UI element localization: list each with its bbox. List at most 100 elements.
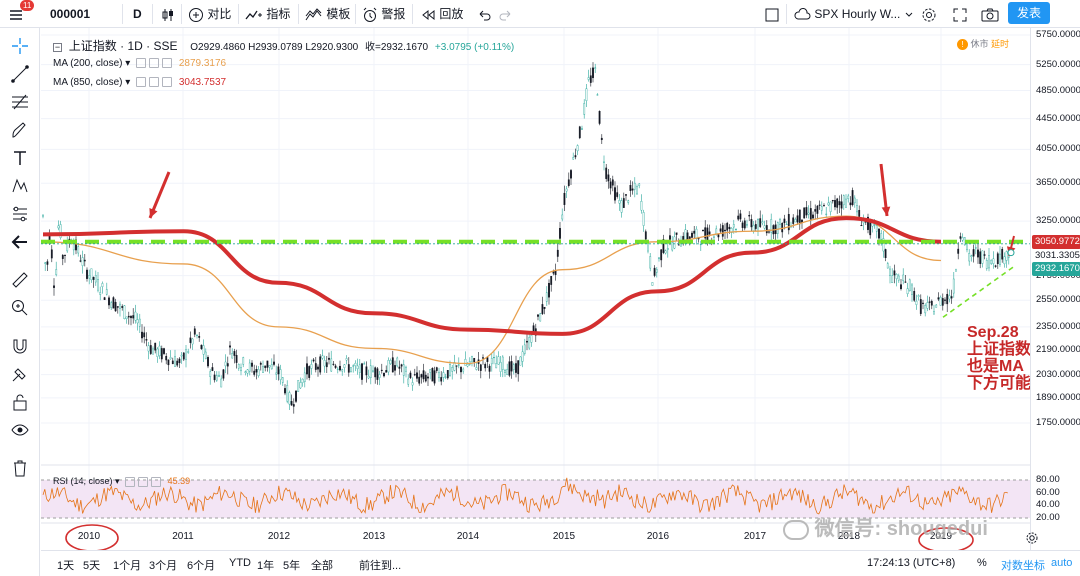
candle-body [776, 222, 779, 234]
candle-body [875, 225, 878, 232]
fib-tool-icon[interactable] [10, 92, 30, 112]
menu-icon[interactable] [8, 4, 24, 24]
symbol-title: 上证指数 · 1D · SSE [68, 39, 178, 53]
candle-body [383, 372, 385, 377]
candle-body [517, 360, 520, 375]
market-status-label: 休市 [970, 39, 989, 49]
zoom-in-icon[interactable] [10, 298, 30, 318]
rsi-legend[interactable]: RSI (14, close) ▾ 45.39 [53, 476, 191, 487]
indicators-button[interactable]: 指标 [245, 4, 290, 24]
candle-body [919, 299, 922, 314]
candle-body [279, 369, 282, 380]
settings-icon[interactable] [149, 77, 160, 88]
candle-body [994, 265, 997, 267]
candle-body [182, 352, 185, 360]
candle-body [77, 246, 80, 254]
candle-body [490, 358, 493, 365]
text-tool-icon[interactable] [10, 148, 30, 168]
arrow-left-icon[interactable] [10, 232, 30, 252]
candle-body [721, 225, 724, 237]
candle-body [834, 200, 836, 208]
range-button[interactable]: YTD [229, 557, 251, 569]
eye-toggle-icon[interactable] [125, 476, 136, 487]
candle-body [853, 197, 856, 204]
settings-icon[interactable] [149, 58, 160, 69]
compare-button[interactable]: 对比 [188, 4, 231, 24]
remove-icon[interactable] [162, 77, 173, 88]
candle-body [1003, 256, 1006, 265]
range-button[interactable]: 1年 [257, 560, 275, 572]
candle-body [675, 232, 678, 235]
highlight-circle [918, 527, 974, 550]
templates-button[interactable]: 模板 [305, 4, 350, 24]
range-button[interactable]: 6个月 [187, 560, 216, 572]
eye-icon[interactable] [10, 420, 30, 440]
candle-body [754, 224, 757, 229]
candle-body [380, 369, 383, 371]
remove-icon[interactable] [162, 58, 173, 69]
interval-selector[interactable]: D [133, 7, 142, 21]
pattern-tool-icon[interactable] [10, 176, 30, 196]
candle-body [519, 356, 522, 366]
symbol-search[interactable]: 000001 [50, 7, 91, 21]
range-button[interactable]: 5年 [283, 560, 301, 572]
chart-settings-gear-icon[interactable] [1025, 531, 1039, 548]
camera-icon[interactable] [981, 4, 999, 24]
range-button[interactable]: 全部 [311, 560, 333, 572]
clock-time[interactable]: 17:24:13 (UTC+8) [867, 557, 956, 569]
publish-button[interactable]: 发表 [1008, 2, 1050, 24]
trash-icon[interactable] [10, 458, 30, 478]
ma850-legend[interactable]: MA (850, close) ▾ 3043.7537 [53, 77, 227, 88]
ruler-icon[interactable] [10, 270, 30, 290]
candle-body [869, 220, 872, 236]
candle-body [242, 357, 245, 365]
candle-body [849, 202, 852, 206]
fullscreen-icon[interactable] [952, 4, 968, 24]
candle-body [277, 366, 280, 375]
remove-icon[interactable] [151, 476, 162, 487]
candle-body [299, 382, 302, 389]
brush-icon[interactable] [10, 120, 30, 140]
candle-body [794, 219, 797, 223]
eye-toggle-icon[interactable] [136, 58, 147, 69]
candle-body [495, 363, 498, 369]
chart-area[interactable]: 2010 2011 2012 2013 2014 2015 2016 2017 2018 2019… [41, 28, 1032, 550]
candle-body [526, 340, 528, 343]
magnet-icon[interactable] [10, 336, 30, 356]
candle-body [805, 207, 808, 216]
range-button[interactable]: 5天 [83, 560, 101, 572]
price-label: 2190.0000 [1036, 343, 1080, 355]
alert-button[interactable]: 警报 [362, 4, 405, 24]
annotation-line: 上证指数 [967, 341, 1032, 358]
goto-date-button[interactable]: 前往到... [359, 560, 402, 572]
collapse-icon[interactable]: − [53, 42, 62, 52]
replay-button[interactable]: 回放 [420, 4, 463, 24]
candle-body [292, 404, 295, 407]
redo-icon[interactable] [498, 4, 514, 24]
lock-drawing-icon[interactable] [10, 364, 30, 384]
candle-body [959, 236, 962, 239]
price-scale[interactable]: 5750.0000 5250.0000 4850.0000 4450.0000 4050… [1030, 28, 1080, 550]
trend-line-icon[interactable] [10, 64, 30, 84]
rsi-scale-label: 20.00 [1036, 512, 1060, 523]
crosshair-icon[interactable] [10, 36, 30, 56]
layout-checkbox-icon[interactable] [764, 4, 780, 24]
eye-toggle-icon[interactable] [136, 77, 147, 88]
unlock-icon[interactable] [10, 392, 30, 412]
prediction-tool-icon[interactable] [10, 204, 30, 224]
range-button[interactable]: 3个月 [149, 560, 178, 572]
rsi-scale-label: 60.00 [1036, 486, 1060, 498]
auto-scale-toggle[interactable]: auto [1051, 557, 1073, 569]
log-scale-toggle[interactable]: 对数坐标 [1001, 560, 1045, 572]
range-button[interactable]: 1个月 [113, 560, 142, 572]
candle-body [735, 228, 737, 230]
layout-selector[interactable]: SPX Hourly W... [793, 4, 914, 24]
candle-style-icon[interactable] [160, 4, 176, 24]
ma200-legend[interactable]: MA (200, close) ▾ 2879.3176 [53, 58, 227, 69]
undo-icon[interactable] [476, 4, 492, 24]
percent-toggle[interactable]: % [977, 557, 987, 569]
settings-gear-icon[interactable] [921, 4, 937, 24]
range-button[interactable]: 1天 [57, 560, 75, 572]
settings-icon[interactable] [138, 476, 149, 487]
candle-body [438, 372, 440, 378]
